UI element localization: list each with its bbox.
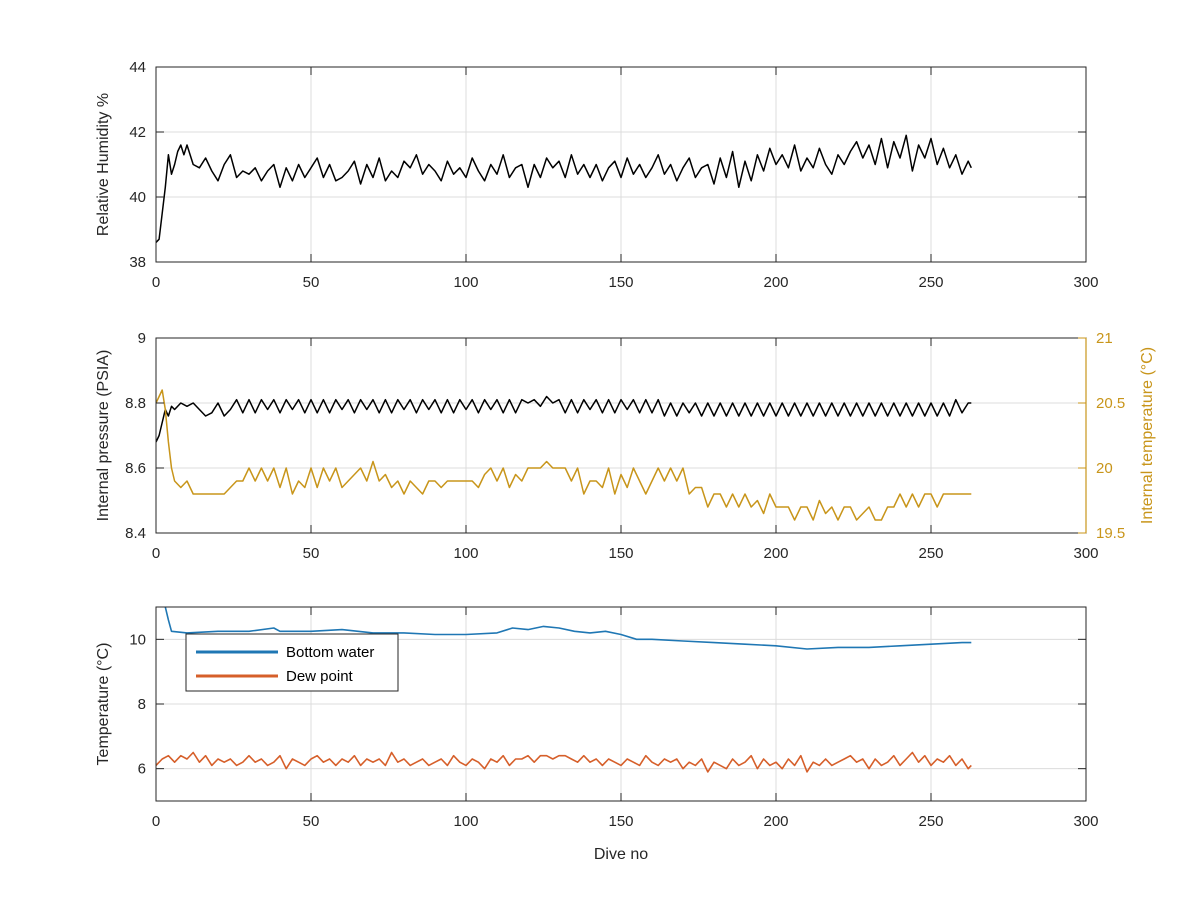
legend: Bottom water Dew point (185, 633, 399, 692)
series-line-0-0 (156, 134, 972, 244)
y-tick-label: 9 (138, 330, 146, 347)
x-tick-label: 100 (453, 813, 478, 830)
x-tick-label: 250 (918, 274, 943, 291)
series-line-bottom-water (164, 607, 972, 650)
temperature-series-group (156, 607, 972, 773)
pressure-y-ticks: 8.4 8.6 8.8 9 (125, 330, 164, 542)
pressure-temperature-subplot: 0 50 100 150 200 250 300 8.4 8.6 8.8 9 19.5 20 20.5… (95, 330, 1156, 562)
x-tick-label: 200 (763, 813, 788, 830)
legend-label-bottom-water: Bottom water (286, 644, 374, 661)
temperature-subplot: 0 50 100 150 200 250 300 6 8 10 Temperature (°C)… (95, 606, 1099, 863)
x-axis-label: Dive no (594, 846, 648, 863)
y-tick-label: 10 (129, 631, 146, 648)
y-tick-label: 8 (138, 696, 146, 713)
temperature-y-axis-label: Temperature (°C) (95, 643, 112, 766)
x-tick-label: 200 (763, 274, 788, 291)
pressure-x-ticks: 0 50 100 150 200 250 300 (152, 338, 1099, 562)
y-tick-label: 40 (129, 189, 146, 206)
temperature-y-ticks: 6 8 10 (129, 631, 1086, 778)
y-tick-label: 44 (129, 59, 146, 76)
x-tick-label: 250 (918, 813, 943, 830)
x-tick-label: 50 (303, 545, 320, 562)
y-tick-label: 42 (129, 124, 146, 141)
x-tick-label: 100 (453, 545, 478, 562)
y-tick-label: 38 (129, 254, 146, 271)
x-tick-label: 0 (152, 274, 160, 291)
y-tick-label: 8.6 (125, 460, 146, 477)
humidity-series-group (156, 134, 972, 244)
x-tick-label: 250 (918, 545, 943, 562)
x-tick-label: 300 (1073, 813, 1098, 830)
legend-label-dew-point: Dew point (286, 668, 354, 685)
internal-temperature-y2-ticks: 19.5 20 20.5 21 (1078, 330, 1125, 542)
series-line-dew-point (156, 751, 972, 773)
humidity-y-ticks: 38 40 42 44 (129, 59, 1086, 271)
x-tick-label: 0 (152, 545, 160, 562)
x-tick-label: 50 (303, 274, 320, 291)
pressure-y-axis-label: Internal pressure (PSIA) (95, 350, 112, 522)
x-tick-label: 300 (1073, 545, 1098, 562)
humidity-subplot: 0 50 100 150 200 250 300 38 40 42 44 Relative Hum… (95, 59, 1099, 291)
x-tick-label: 200 (763, 545, 788, 562)
y2-tick-label: 19.5 (1096, 525, 1125, 542)
x-tick-label: 150 (608, 545, 633, 562)
legend-box (185, 633, 399, 692)
x-tick-label: 0 (152, 813, 160, 830)
humidity-y-axis-label: Relative Humidity % (95, 93, 112, 236)
y2-tick-label: 20 (1096, 460, 1113, 477)
x-tick-label: 150 (608, 274, 633, 291)
series-line-1-0 (156, 395, 972, 443)
y-tick-label: 6 (138, 761, 146, 778)
series-line-1-1 (156, 389, 972, 521)
x-tick-label: 100 (453, 274, 478, 291)
x-tick-label: 50 (303, 813, 320, 830)
y2-tick-label: 20.5 (1096, 395, 1125, 412)
internal-temperature-y2-axis-label: Internal temperature (°C) (1139, 347, 1156, 524)
x-tick-label: 300 (1073, 274, 1098, 291)
y-tick-label: 8.4 (125, 525, 146, 542)
pressure-series-group (156, 389, 972, 521)
temperature-x-ticks: 0 50 100 150 200 250 300 (152, 607, 1099, 830)
y2-tick-label: 21 (1096, 330, 1113, 347)
x-tick-label: 150 (608, 813, 633, 830)
y-tick-label: 8.8 (125, 395, 146, 412)
humidity-x-ticks: 0 50 100 150 200 250 300 (152, 67, 1099, 291)
